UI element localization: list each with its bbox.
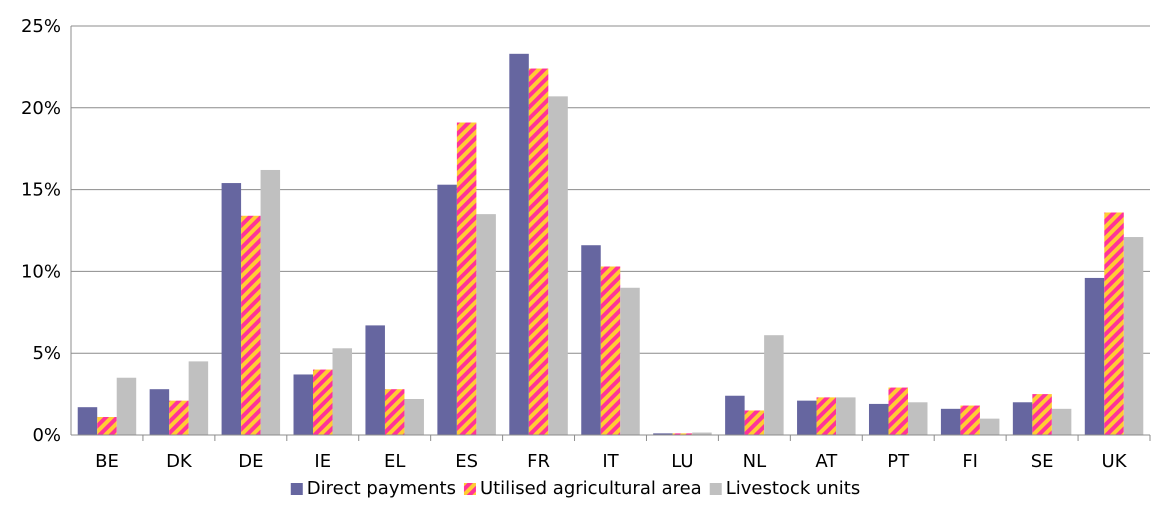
x-tick-label: SE [1031,451,1054,472]
bar-livestock-units-pt [907,402,928,435]
bar-direct-payments-it [581,245,601,435]
bar-livestock-units-lu [692,432,712,435]
legend-swatch-utilised-agricultural-area [463,483,476,495]
bar-livestock-units-at [836,397,856,435]
axes: 0% 5% 10% 15% 20% 25% BE DK DE IE EL ES FR IT LU NL AT PT… [21,16,1151,472]
bar-utilised-agricultural-area-se [1032,394,1052,435]
bar-direct-payments-es [437,184,457,435]
bar-livestock-units-fr [548,96,568,436]
legend-swatch-livestock-units [709,483,722,495]
bar-utilised-agricultural-area-uk [1104,212,1124,435]
bar-utilised-agricultural-area-de [241,215,261,435]
bar-livestock-units-ie [332,348,353,435]
bar-utilised-agricultural-area-fi [960,405,980,435]
legend: Direct payments Utilised agricultural are… [290,478,861,499]
bar-livestock-units-it [620,287,640,435]
bar-direct-payments-uk [1084,277,1105,435]
x-tick-label: IE [314,451,331,472]
bar-utilised-agricultural-area-be [97,417,117,435]
bar-direct-payments-lu [653,433,673,435]
bar-direct-payments-fi [940,408,961,435]
x-tick-label: FR [527,451,550,472]
y-tick-label: 20% [21,98,61,119]
y-tick-label: 5% [32,343,61,364]
bar-utilised-agricultural-area-it [600,266,621,435]
bar-utilised-agricultural-area-pt [888,387,908,435]
bar-livestock-units-de [260,169,281,435]
bar-livestock-units-dk [188,361,209,435]
y-tick-label: 15% [21,180,61,201]
x-tick-label: UK [1102,451,1128,472]
x-tick-label: DK [166,451,193,472]
x-tick-label: AT [815,451,838,472]
legend-label-utilised-agricultural-area: Utilised agricultural area [480,478,702,499]
bar-direct-payments-at [797,400,817,435]
bar-direct-payments-dk [149,389,170,435]
bar-utilised-agricultural-area-es [456,122,477,436]
y-tick-label: 25% [21,16,61,37]
bar-livestock-units-el [404,399,424,435]
y-tick-label: 10% [21,261,61,282]
x-tick-label: BE [95,451,119,472]
bar-direct-payments-el [365,325,385,435]
bar-utilised-agricultural-area-dk [169,400,189,435]
bar-utilised-agricultural-area-fr [528,68,549,435]
bar-utilised-agricultural-area-ie [313,369,333,435]
bar-livestock-units-se [1051,408,1072,435]
legend-label-livestock-units: Livestock units [726,478,861,499]
bar-direct-payments-nl [725,395,745,435]
x-tick-label: LU [671,451,693,472]
bar-direct-payments-be [77,407,98,435]
bar-direct-payments-fr [509,53,529,435]
x-tick-label: IT [602,451,619,472]
bar-livestock-units-es [476,214,496,435]
bar-livestock-units-uk [1123,237,1144,435]
x-tick-label: NL [743,451,767,472]
bar-utilised-agricultural-area-el [384,389,405,435]
bar-utilised-agricultural-area-at [816,397,837,435]
x-tick-label: FI [962,451,978,472]
bars [77,53,1144,436]
legend-swatch-direct-payments [290,483,303,495]
x-tick-label: PT [887,451,910,472]
bar-utilised-agricultural-area-lu [672,433,693,435]
bar-direct-payments-ie [293,374,314,435]
bar-livestock-units-be [116,377,137,435]
x-tick-label: ES [455,451,478,472]
bar-livestock-units-nl [764,335,784,435]
x-tick-label: EL [384,451,405,472]
bar-direct-payments-de [221,183,242,435]
x-tick-label: DE [238,451,263,472]
legend-label-direct-payments: Direct payments [307,478,456,499]
bar-direct-payments-se [1012,402,1033,435]
y-tick-label: 0% [32,425,61,446]
bar-utilised-agricultural-area-nl [744,410,765,435]
bar-direct-payments-pt [868,403,889,435]
bar-livestock-units-fi [979,418,1000,435]
